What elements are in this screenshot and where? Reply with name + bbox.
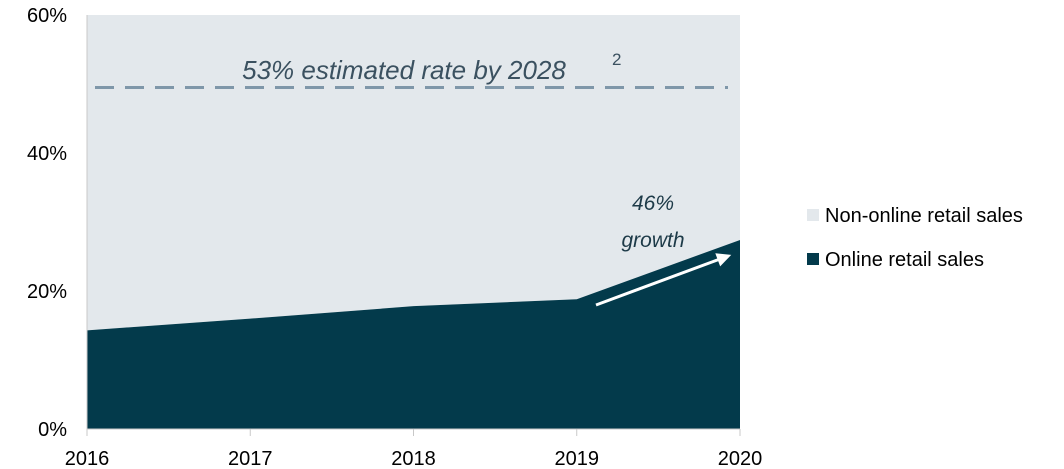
growth-arrow-shaft — [595, 257, 721, 307]
reference-superscript: 2 — [612, 50, 621, 69]
x-tick-label: 2020 — [718, 448, 763, 469]
legend: Non-online retail sales Online retail sa… — [807, 205, 1023, 271]
y-tick-label: 60% — [27, 5, 67, 27]
growth-label-text: growth — [621, 229, 684, 252]
area-online-retail-sales — [87, 239, 740, 429]
legend-swatch-online — [807, 253, 819, 265]
area-non-online-retail-sales — [87, 15, 740, 331]
y-tick-label: 20% — [27, 281, 67, 303]
x-tick-label: 2019 — [555, 448, 600, 469]
legend-label-online: Online retail sales — [825, 249, 984, 271]
legend-swatch-non-online — [807, 209, 819, 221]
annotations: 53% estimated rate by 2028 2 46% growth — [242, 50, 732, 307]
growth-label-value: 46% — [632, 192, 674, 215]
y-tick-label: 40% — [27, 143, 67, 165]
legend-label-non-online: Non-online retail sales — [825, 205, 1023, 227]
growth-arrow-head — [715, 253, 732, 267]
reference-annotation: 53% estimated rate by 2028 — [242, 55, 566, 85]
x-tick-label: 2016 — [65, 448, 110, 469]
legend-item-non-online: Non-online retail sales — [807, 205, 1023, 227]
x-tick-label: 2017 — [228, 448, 273, 469]
y-tick-label: 0% — [38, 419, 67, 441]
legend-item-online: Online retail sales — [807, 249, 984, 271]
plot-area — [87, 15, 740, 429]
x-tick-label: 2018 — [391, 448, 436, 469]
axes: 0% 20% 40% 60% 2016 2017 2018 2019 2020 — [27, 5, 762, 469]
